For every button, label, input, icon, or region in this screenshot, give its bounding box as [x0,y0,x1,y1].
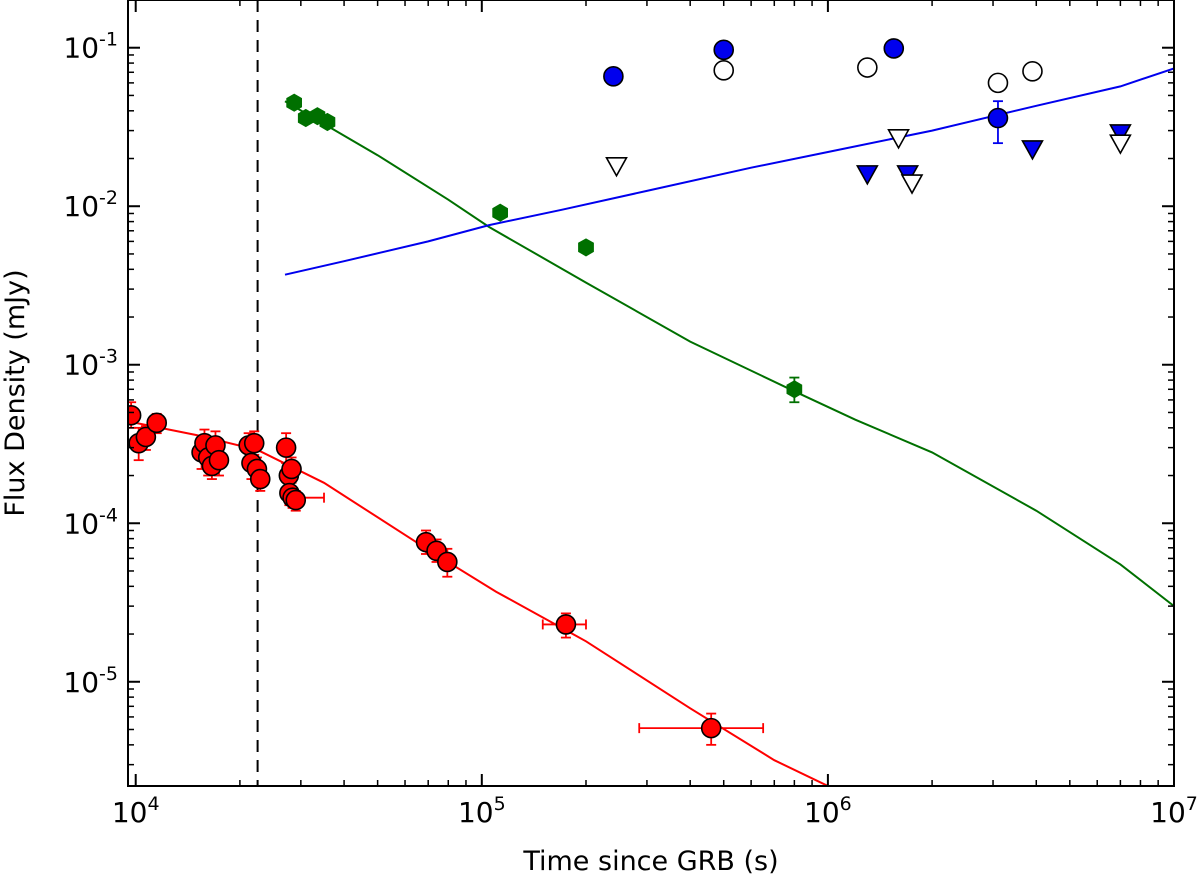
plot-area [128,0,1174,786]
green-points-marker [319,112,336,132]
red-points-marker [128,404,142,426]
red-points-marker [555,614,577,635]
red-points-marker [700,717,722,739]
y-tick-label: 10-1 [63,29,118,65]
open-circles-marker [987,72,1009,94]
y-tick-label: 10-3 [63,346,118,382]
blue-triangles-marker [1021,140,1044,161]
plot-frame [127,0,1175,787]
red-points-marker [275,437,297,458]
y-tick-label: 10-2 [63,187,118,223]
open-circles-marker [1022,60,1043,82]
green-points-marker [578,238,594,257]
green-points-marker [492,203,508,222]
green-points-marker [286,93,302,112]
blue-circles-marker [987,107,1009,129]
red-points-marker [208,449,230,471]
blue-triangles-marker [855,165,879,186]
red-points-marker [135,426,157,448]
open-triangles-marker [605,156,628,178]
x-tick-label: 105 [458,793,506,829]
open-triangles-marker [900,174,924,195]
red-points-marker [437,551,458,573]
open-triangles-marker [1109,134,1132,155]
blue-circles-marker [883,38,905,59]
open-circles-marker [857,57,878,78]
y-axis-title: Flux Density (mJy) [0,269,31,516]
green-model-line [284,100,1174,607]
y-tick-label: 10-4 [63,504,118,540]
blue-circles-marker [603,66,624,87]
red-points-marker [249,468,271,490]
green-points-marker [786,380,803,399]
x-tick-label: 107 [1150,793,1198,829]
blue-model-line [284,67,1174,276]
y-tick-label: 10-5 [63,663,118,699]
red-points-marker [146,412,168,434]
red-points-marker [243,432,265,454]
red-model-line [128,420,830,786]
red-points-marker [281,458,302,480]
open-circles-marker [713,60,735,81]
open-triangles-marker [887,129,910,150]
blue-circles-marker [713,39,735,61]
red-points-marker [285,489,307,511]
blue-triangles-marker [1109,124,1132,145]
x-tick-label: 104 [112,793,160,829]
x-tick-label: 106 [804,793,852,829]
x-axis-title: Time since GRB (s) [522,846,778,877]
